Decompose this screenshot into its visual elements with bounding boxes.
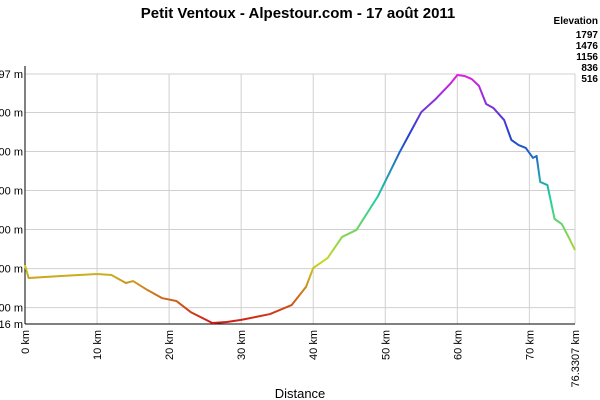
x-tick-label: 70 km xyxy=(524,330,536,360)
y-tick-label: 516 m xyxy=(0,319,23,331)
legend-value: 1156 xyxy=(576,52,598,63)
elevation-line xyxy=(24,73,576,325)
legend-value: 1797 xyxy=(576,30,599,41)
x-tick-label: 10 km xyxy=(92,330,104,360)
x-tick-label: 60 km xyxy=(452,330,464,360)
legend-title: Elevation xyxy=(554,16,598,27)
x-tick-label: 40 km xyxy=(308,330,320,360)
y-tick-label: 1400 m xyxy=(0,146,23,158)
x-tick-label: 50 km xyxy=(380,330,392,360)
legend-value: 836 xyxy=(581,63,598,74)
x-axis-label: Distance xyxy=(275,386,326,400)
y-tick-label: 1600 m xyxy=(0,107,23,119)
x-tick-label: 30 km xyxy=(236,330,248,360)
legend-value: 516 xyxy=(581,74,598,85)
legend-value: 1476 xyxy=(576,41,599,52)
chart-title: Petit Ventoux - Alpestour.com - 17 août … xyxy=(141,5,456,22)
y-tick-label: 800 m xyxy=(0,264,23,276)
y-tick-label: 1000 m xyxy=(0,225,23,237)
x-tick-label: 0 km xyxy=(20,330,32,354)
y-tick-label: 600 m xyxy=(0,303,23,315)
y-tick-label: 1200 m xyxy=(0,186,23,198)
x-tick-label: 76.3307 km xyxy=(570,330,582,387)
x-tick-label: 20 km xyxy=(164,330,176,360)
y-tick-label: 1797 m xyxy=(0,69,23,81)
